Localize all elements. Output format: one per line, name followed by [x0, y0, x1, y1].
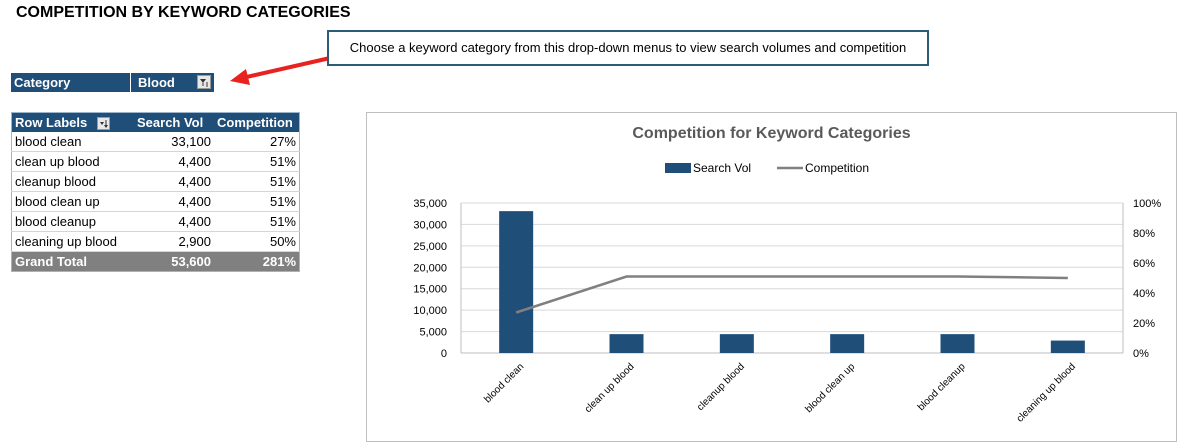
grand-total-row: Grand Total 53,600 281% [11, 251, 300, 272]
y2-tick-label: 60% [1133, 258, 1155, 270]
y2-tick-label: 20% [1133, 318, 1155, 330]
header-competition: Competition [214, 112, 300, 132]
table-row[interactable]: clean up blood 4,400 51% [11, 151, 300, 172]
row-competition: 50% [214, 231, 300, 252]
header-row-labels[interactable]: Row Labels [11, 112, 134, 132]
y-tick-label: 35,000 [413, 198, 447, 210]
filter-dropdown-button[interactable] [197, 75, 211, 89]
row-search-vol: 4,400 [134, 151, 214, 172]
x-tick-label: cleaning up blood [1015, 361, 1078, 424]
instruction-callout: Choose a keyword category from this drop… [327, 30, 929, 66]
y-tick-label: 25,000 [413, 241, 447, 253]
competition-line [515, 275, 1068, 314]
y-tick-label: 15,000 [413, 284, 447, 296]
row-label: cleanup blood [11, 171, 134, 192]
bar [940, 334, 975, 353]
filter-icon [200, 79, 208, 87]
x-tick-label: clean up blood [583, 361, 637, 415]
pivot-header-row: Row Labels Search Vol Competition [11, 112, 300, 132]
total-competition: 281% [214, 251, 300, 272]
filter-label: Category [14, 75, 71, 90]
bar [719, 334, 754, 353]
total-label: Grand Total [11, 251, 134, 272]
y-tick-label: 20,000 [413, 262, 447, 274]
x-tick-label: blood clean [482, 361, 526, 405]
row-competition: 51% [214, 211, 300, 232]
row-label: blood cleanup [11, 211, 134, 232]
row-search-vol: 4,400 [134, 191, 214, 212]
bar [830, 334, 865, 353]
row-label: clean up blood [11, 151, 134, 172]
row-search-vol: 4,400 [134, 211, 214, 232]
legend-label: Search Vol [693, 161, 751, 175]
row-competition: 51% [214, 191, 300, 212]
filter-value[interactable]: Blood [130, 73, 214, 92]
x-tick-label: blood cleanup [916, 361, 968, 413]
y-tick-label: 10,000 [413, 305, 447, 317]
total-search-vol: 53,600 [134, 251, 214, 272]
row-competition: 51% [214, 151, 300, 172]
legend-label: Competition [805, 161, 869, 175]
row-search-vol: 2,900 [134, 231, 214, 252]
y2-tick-label: 0% [1133, 348, 1149, 360]
page-title: COMPETITION BY KEYWORD CATEGORIES [16, 4, 351, 21]
pivot-table: Row Labels Search Vol Competition blood … [11, 112, 300, 272]
row-label: blood clean [11, 132, 134, 152]
row-label: blood clean up [11, 191, 134, 212]
bar [609, 334, 644, 353]
callout-arrow [230, 56, 331, 85]
chart-container[interactable]: Competition for Keyword Categories 0 5,00… [366, 112, 1177, 442]
bar [499, 211, 534, 353]
bar [1050, 340, 1085, 353]
y2-tick-label: 80% [1133, 228, 1155, 240]
x-tick-label: blood clean up [804, 361, 858, 415]
y-tick-label: 5,000 [419, 327, 447, 339]
combo-chart: 0 5,000 10,000 15,000 20,000 25,000 30,000 35,0… [413, 161, 1161, 425]
row-search-vol: 33,100 [134, 132, 214, 152]
row-competition: 51% [214, 171, 300, 192]
table-row[interactable]: blood clean up 4,400 51% [11, 191, 300, 212]
row-search-vol: 4,400 [134, 171, 214, 192]
sort-dropdown-button[interactable] [96, 117, 110, 131]
header-label: Row Labels [15, 114, 88, 130]
chart-title: Competition for Keyword Categories [632, 125, 911, 142]
table-row[interactable]: cleanup blood 4,400 51% [11, 171, 300, 192]
row-label: cleaning up blood [11, 231, 134, 252]
y2-tick-label: 100% [1133, 198, 1161, 210]
table-row[interactable]: blood cleanup 4,400 51% [11, 211, 300, 232]
table-row[interactable]: cleaning up blood 2,900 50% [11, 231, 300, 252]
legend-swatch-search-vol [665, 163, 691, 173]
header-search-vol: Search Vol [134, 112, 214, 132]
y2-tick-label: 40% [1133, 288, 1155, 300]
table-row[interactable]: blood clean 33,100 27% [11, 132, 300, 152]
x-tick-label: cleanup blood [695, 361, 747, 413]
sort-filter-icon [99, 120, 108, 129]
row-competition: 27% [214, 132, 300, 152]
y-tick-label: 30,000 [413, 219, 447, 231]
category-filter[interactable]: Category Blood [11, 73, 214, 92]
y-tick-label: 0 [441, 348, 447, 360]
